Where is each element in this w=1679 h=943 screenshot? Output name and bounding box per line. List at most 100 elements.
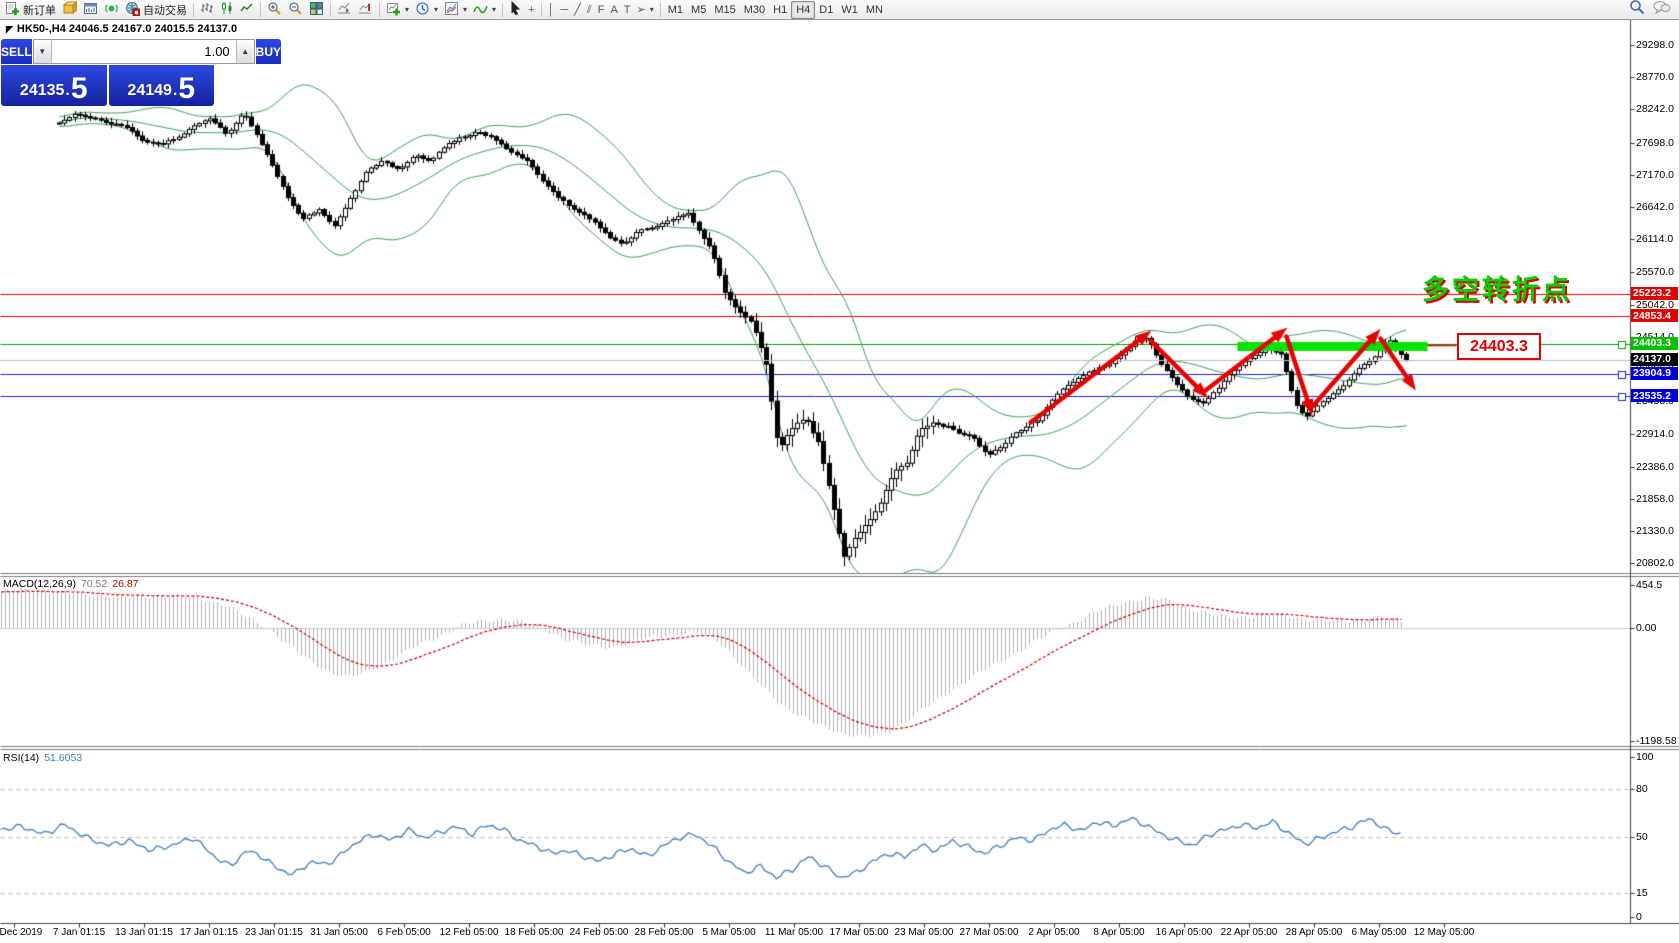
- horizontal-line-button[interactable]: ─: [557, 1, 571, 19]
- sell-price-button[interactable]: 24135. 5: [1, 65, 107, 106]
- sell-button[interactable]: SELL: [1, 39, 32, 64]
- auto-trading-icon: [125, 1, 141, 19]
- chart-shift-button[interactable]: [355, 1, 376, 19]
- cursor-button[interactable]: [506, 0, 525, 19]
- date-axis-label[interactable]: 7 Jan 01:15: [52, 927, 106, 938]
- volume-input[interactable]: [51, 40, 236, 63]
- chat-icon[interactable]: [1653, 0, 1671, 20]
- rsi-name: RSI(14): [3, 752, 40, 764]
- market-depth-icon: [62, 0, 79, 19]
- date-axis-label[interactable]: 18 Feb 05:00: [504, 927, 564, 938]
- zoom-out-button[interactable]: [285, 1, 306, 19]
- date-axis-label[interactable]: 31 Jan 05:00: [310, 927, 368, 938]
- market-depth-button[interactable]: [59, 0, 80, 19]
- dropdown-caret-icon: ▾: [405, 5, 410, 14]
- date-axis-label[interactable]: 23 Jan 01:15: [245, 927, 303, 938]
- trendline-icon: ╱: [574, 3, 581, 16]
- tile-windows-icon: [309, 1, 324, 19]
- rsi-value: 51.6053: [44, 752, 83, 764]
- one-click-trade-panel: SELL ▼ ▲ BUY 24135.5 24149.5: [1, 39, 282, 106]
- date-axis-label[interactable]: 17 Jan 01:15: [180, 927, 238, 938]
- text-button[interactable]: A: [607, 1, 620, 19]
- chart-window-button[interactable]: [80, 1, 101, 19]
- toolbar-separator: [193, 2, 194, 17]
- price-level-tag: 24853.4: [1631, 309, 1678, 323]
- buy-price-dot: .: [172, 82, 178, 99]
- rsi-tick-label: 50: [1636, 831, 1648, 843]
- new-chart-icon: [386, 1, 401, 19]
- date-axis-label[interactable]: 16 Apr 05:00: [1155, 927, 1213, 938]
- date-axis-label[interactable]: 23 Mar 05:00: [894, 927, 954, 938]
- timeframe-H4[interactable]: H4: [791, 0, 816, 19]
- toolbar-separator: [330, 2, 331, 17]
- sell-price-dot: .: [65, 82, 70, 99]
- price-tick-label: 27170.0: [1636, 168, 1674, 181]
- new-order-button[interactable]: 新订单: [2, 1, 59, 19]
- price-tick-label: 21330.0: [1636, 525, 1674, 537]
- zoom-out-icon: [288, 1, 303, 19]
- tile-windows-button[interactable]: [306, 1, 327, 19]
- timeframe-M1[interactable]: M1: [667, 3, 684, 16]
- shapes-button[interactable]: ➢ ▾: [634, 1, 657, 19]
- timeframe-W1[interactable]: W1: [841, 3, 858, 16]
- new-chart-button[interactable]: ▾: [383, 1, 412, 19]
- price-tick-label: 25042.0: [1636, 298, 1674, 311]
- turning-point-annotation[interactable]: 多空转折点: [1422, 275, 1572, 305]
- templates-button[interactable]: ▾: [441, 1, 470, 19]
- date-axis-label[interactable]: 17 Mar 05:00: [829, 927, 889, 938]
- timeframe-H1[interactable]: H1: [773, 3, 788, 16]
- indicators-button[interactable]: ▾: [470, 1, 499, 19]
- date-axis-label[interactable]: 6 May 05:00: [1351, 927, 1407, 938]
- fibonacci-button[interactable]: F: [595, 1, 608, 19]
- date-axis-label[interactable]: 2 Apr 05:00: [1028, 927, 1080, 938]
- date-axis-label[interactable]: 12 Feb 05:00: [439, 927, 499, 938]
- volume-increase-button[interactable]: ▲: [235, 40, 254, 63]
- collapse-panel-icon[interactable]: ◤: [6, 24, 13, 34]
- date-axis-label[interactable]: 8 Apr 05:00: [1093, 927, 1145, 938]
- macd-main-value: 70.52: [80, 578, 108, 590]
- date-axis-label[interactable]: 6 Feb 05:00: [377, 927, 431, 938]
- price-level-tag: 23535.2: [1631, 389, 1678, 403]
- price-tick-label: 22386.0: [1636, 460, 1674, 473]
- line-chart-button[interactable]: [237, 1, 257, 19]
- vertical-line-button[interactable]: │: [545, 1, 558, 19]
- date-axis-label[interactable]: 28 Feb 05:00: [634, 927, 694, 938]
- date-axis-label[interactable]: 30 Dec 2019: [0, 927, 43, 938]
- toolbar-separator: [260, 2, 261, 17]
- auto-scroll-button[interactable]: [334, 1, 355, 19]
- date-axis-label[interactable]: 5 Mar 05:00: [702, 927, 756, 938]
- timeframe-D1[interactable]: D1: [819, 3, 834, 16]
- level-callout-box[interactable]: 24403.3: [1457, 333, 1541, 360]
- signals-button[interactable]: [101, 1, 122, 19]
- buy-button[interactable]: BUY: [255, 39, 282, 64]
- volume-decrease-button[interactable]: ▼: [33, 40, 52, 63]
- macd-tick-label: 0.00: [1636, 621, 1657, 634]
- auto-trading-button[interactable]: 自动交易: [122, 1, 190, 19]
- price-tick-label: 28770.0: [1636, 71, 1674, 84]
- date-axis-label[interactable]: 28 Apr 05:00: [1285, 927, 1343, 938]
- timeframe-MN[interactable]: MN: [865, 3, 883, 16]
- date-axis-label[interactable]: 11 Mar 05:00: [764, 927, 824, 938]
- date-axis-label[interactable]: 13 Jan 01:15: [115, 927, 173, 938]
- symbol-ohlc-text: HK50-,H4 24046.5 24167.0 24015.5 24137.0: [16, 23, 238, 35]
- candlestick-chart-button[interactable]: [217, 1, 237, 19]
- text-label-button[interactable]: T: [621, 1, 634, 19]
- timeframe-M30[interactable]: M30: [743, 3, 766, 16]
- date-axis-label[interactable]: 24 Feb 05:00: [569, 927, 629, 938]
- zoom-in-button[interactable]: [264, 1, 285, 19]
- buy-price-button[interactable]: 24149. 5: [108, 65, 214, 106]
- date-axis-label[interactable]: 22 Apr 05:00: [1220, 927, 1278, 938]
- channel-button[interactable]: ⫽: [584, 1, 595, 19]
- crosshair-button[interactable]: +: [525, 1, 537, 19]
- date-axis-label[interactable]: 27 Mar 05:00: [959, 927, 1019, 938]
- trade-panel-top-row: SELL ▼ ▲ BUY: [1, 39, 282, 64]
- periods-button[interactable]: ▾: [412, 1, 441, 19]
- timeframe-M15[interactable]: M15: [714, 3, 736, 16]
- search-icon[interactable]: [1629, 0, 1645, 20]
- trendline-button[interactable]: ╱: [571, 1, 584, 19]
- date-axis-label[interactable]: 12 May 05:00: [1413, 927, 1475, 938]
- timeframe-M5[interactable]: M5: [691, 3, 707, 16]
- bar-chart-button[interactable]: [197, 1, 217, 19]
